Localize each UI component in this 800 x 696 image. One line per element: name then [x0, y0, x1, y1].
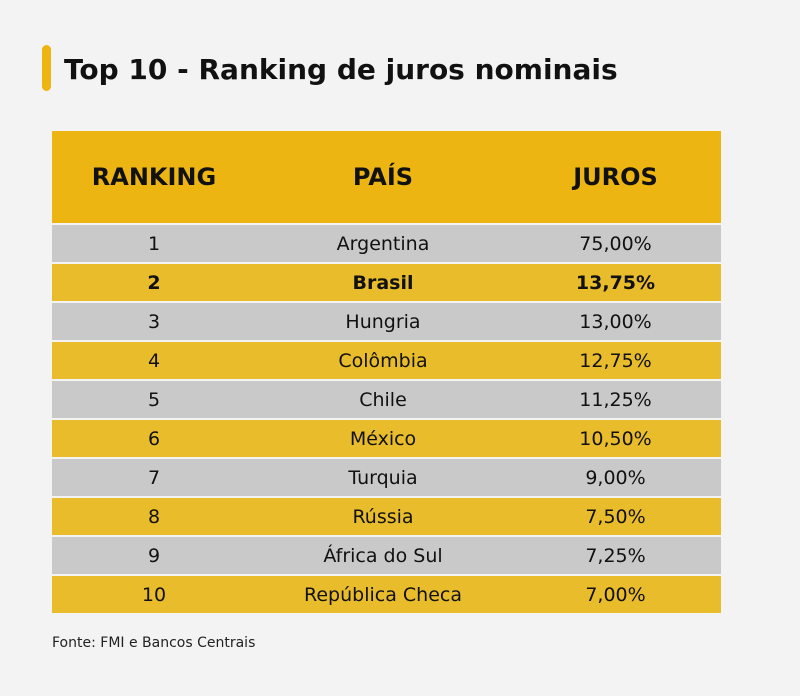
header-ranking: RANKING — [91, 163, 217, 191]
rank-cell: 7 — [147, 466, 161, 489]
rank-cell: 1 — [147, 232, 161, 255]
rate-cell: 10,50% — [579, 427, 652, 450]
country-cell: África do Sul — [323, 544, 443, 567]
header-pais: PAÍS — [352, 163, 414, 191]
source-note: Fonte: FMI e Bancos Centrais — [52, 635, 256, 651]
country-cell: Colômbia — [338, 349, 428, 372]
table-row: 8 Rússia 7,50% — [52, 498, 721, 535]
rank-cell: 8 — [147, 505, 161, 528]
rate-cell: 75,00% — [579, 232, 652, 255]
table-row: 9 África do Sul 7,25% — [52, 537, 721, 574]
country-cell: México — [349, 427, 417, 450]
country-cell: República Checa — [304, 583, 462, 606]
rate-cell: 11,25% — [579, 388, 652, 411]
rank-cell: 2 — [147, 271, 161, 294]
rate-cell: 12,75% — [579, 349, 652, 372]
country-cell: Rússia — [352, 505, 414, 528]
rate-cell: 13,75% — [575, 271, 656, 294]
rank-cell: 10 — [141, 583, 167, 606]
table-row: 10 República Checa 7,00% — [52, 576, 721, 613]
rate-cell: 9,00% — [585, 466, 646, 489]
table-row: 5 Chile 11,25% — [52, 381, 721, 418]
table-row: 4 Colômbia 12,75% — [52, 342, 721, 379]
table-body: 1 Argentina 75,00% 2 Brasil 13,75% 3 Hungria 13,… — [52, 225, 721, 613]
table-row: 1 Argentina 75,00% — [52, 225, 721, 262]
country-cell: Argentina — [336, 232, 430, 255]
country-cell: Turquia — [348, 466, 418, 489]
rate-cell: 13,00% — [579, 310, 652, 333]
rank-cell: 4 — [147, 349, 161, 372]
rank-cell: 5 — [147, 388, 161, 411]
country-cell: Hungria — [345, 310, 421, 333]
header-juros: JUROS — [573, 163, 658, 191]
rank-cell: 6 — [147, 427, 161, 450]
ranking-table: RANKING PAÍS JUROS 1 Argentina 75,00% 2 Bras… — [52, 131, 721, 613]
country-cell: Chile — [359, 388, 407, 411]
rank-cell: 3 — [147, 310, 161, 333]
table-row: 3 Hungria 13,00% — [52, 303, 721, 340]
title-accent-bar — [42, 45, 51, 91]
page-title: Top 10 - Ranking de juros nominais — [64, 53, 618, 86]
rate-cell: 7,00% — [585, 583, 646, 606]
table-row: 2 Brasil 13,75% — [52, 264, 721, 301]
rank-cell: 9 — [147, 544, 161, 567]
rate-cell: 7,50% — [585, 505, 646, 528]
rate-cell: 7,25% — [585, 544, 646, 567]
table-row: 6 México 10,50% — [52, 420, 721, 457]
table-header-row: RANKING PAÍS JUROS — [52, 131, 721, 223]
table-row: 7 Turquia 9,00% — [52, 459, 721, 496]
country-cell: Brasil — [352, 271, 414, 294]
